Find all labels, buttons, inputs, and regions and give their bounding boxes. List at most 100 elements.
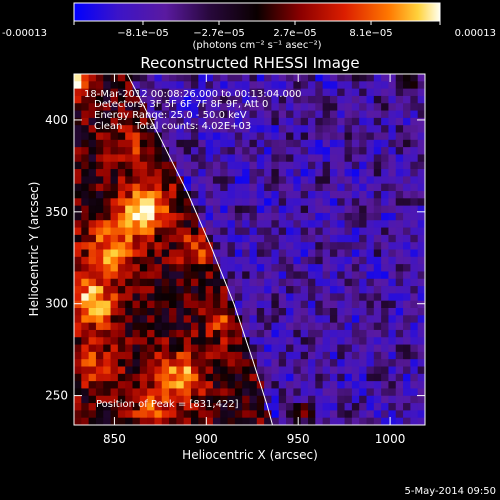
heatmap-cell: [410, 74, 419, 82]
heatmap-cell: [234, 198, 243, 207]
heatmap-cell: [337, 395, 345, 404]
heatmap-cell: [264, 329, 272, 338]
heatmap-cell: [88, 183, 97, 192]
heatmap-cell: [74, 315, 82, 324]
heatmap-cell: [351, 176, 360, 185]
heatmap-cell: [161, 103, 170, 111]
heatmap-cell: [322, 278, 331, 287]
heatmap-cell: [183, 132, 192, 141]
heatmap-cell: [300, 198, 309, 207]
heatmap-cell: [322, 351, 331, 360]
heatmap-cell: [256, 337, 265, 345]
heatmap-cell: [366, 88, 375, 97]
heatmap-cell: [388, 286, 397, 294]
heatmap-cell: [381, 388, 389, 397]
heatmap-cell: [88, 110, 97, 119]
heatmap-cell: [293, 278, 302, 287]
heatmap-cell: [271, 234, 280, 243]
heatmap-cell: [256, 95, 265, 104]
heatmap-cell: [103, 88, 111, 97]
heatmap-cell: [344, 351, 353, 360]
heatmap-cell: [395, 117, 404, 126]
heatmap-cell: [403, 366, 411, 375]
heatmap-cell: [278, 249, 287, 258]
heatmap-cell: [337, 103, 345, 111]
heatmap-cell: [366, 308, 375, 316]
heatmap-cell: [403, 132, 411, 141]
heatmap-cell: [264, 344, 272, 353]
heatmap-cell: [329, 271, 338, 280]
heatmap-cell: [205, 139, 214, 148]
heatmap-cell: [103, 373, 111, 382]
heatmap-cell: [110, 191, 119, 199]
heatmap-cell: [395, 205, 404, 214]
heatmap-cell: [74, 220, 82, 228]
heatmap-cell: [139, 227, 148, 236]
heatmap-cell: [110, 139, 119, 148]
heatmap-cell: [234, 205, 243, 214]
heatmap-cell: [417, 395, 425, 404]
heatmap-cell: [351, 351, 360, 360]
heatmap-cell: [169, 264, 177, 272]
heatmap-cell: [234, 388, 243, 397]
heatmap-cell: [95, 212, 104, 221]
heatmap-cell: [103, 359, 111, 367]
heatmap-cell: [81, 417, 90, 425]
heatmap-cell: [403, 344, 411, 353]
heatmap-cell: [410, 88, 419, 97]
heatmap-cell: [205, 242, 214, 250]
heatmap-cell: [417, 351, 425, 360]
heatmap-cell: [381, 117, 389, 126]
heatmap-cell: [161, 234, 170, 243]
heatmap-cell: [234, 373, 243, 382]
heatmap-cell: [308, 81, 316, 90]
heatmap-cell: [176, 212, 185, 221]
heatmap-cell: [417, 169, 425, 177]
heatmap-cell: [286, 227, 294, 236]
heatmap-cell: [329, 264, 338, 272]
heatmap-cell: [286, 278, 294, 287]
heatmap-cell: [293, 125, 302, 133]
heatmap-cell: [169, 220, 177, 228]
heatmap-cell: [191, 410, 199, 419]
heatmap-cell: [366, 278, 375, 287]
heatmap-cell: [161, 395, 170, 404]
heatmap-cell: [293, 271, 302, 280]
heatmap-cell: [154, 125, 163, 133]
heatmap-cell: [329, 205, 338, 214]
heatmap-cell: [125, 191, 133, 199]
heatmap-cell: [417, 373, 425, 382]
heatmap-cell: [271, 242, 280, 250]
heatmap-cell: [395, 373, 404, 382]
heatmap-cell: [278, 212, 287, 221]
heatmap-cell: [300, 205, 309, 214]
colorbar-ticks: [73, 21, 441, 25]
heatmap-cell: [110, 249, 119, 258]
heatmap-cell: [176, 147, 185, 155]
heatmap-cell: [183, 264, 192, 272]
heatmap-cell: [242, 169, 250, 177]
heatmap-cell: [249, 191, 258, 199]
heatmap-cell: [381, 242, 389, 250]
heatmap-cell: [322, 227, 331, 236]
heatmap-cell: [329, 198, 338, 207]
heatmap-cell: [329, 249, 338, 258]
heatmap-cell: [147, 88, 155, 97]
heatmap-cell: [315, 264, 324, 272]
heatmap-cell: [256, 322, 265, 331]
heatmap-cell: [344, 249, 353, 258]
heatmap-cell: [205, 88, 214, 97]
heatmap-cell: [88, 264, 97, 272]
heatmap-cell: [191, 212, 199, 221]
heatmap-cell: [308, 191, 316, 199]
heatmap-cell: [88, 256, 97, 265]
heatmap-cell: [351, 183, 360, 192]
heatmap-cell: [264, 95, 272, 104]
heatmap-cell: [74, 322, 82, 331]
heatmap-cell: [234, 117, 243, 126]
heatmap-cell: [395, 169, 404, 177]
heatmap-cell: [220, 169, 228, 177]
heatmap-cell: [293, 176, 302, 185]
heatmap-cell: [198, 183, 207, 192]
heatmap-cell: [132, 337, 141, 345]
